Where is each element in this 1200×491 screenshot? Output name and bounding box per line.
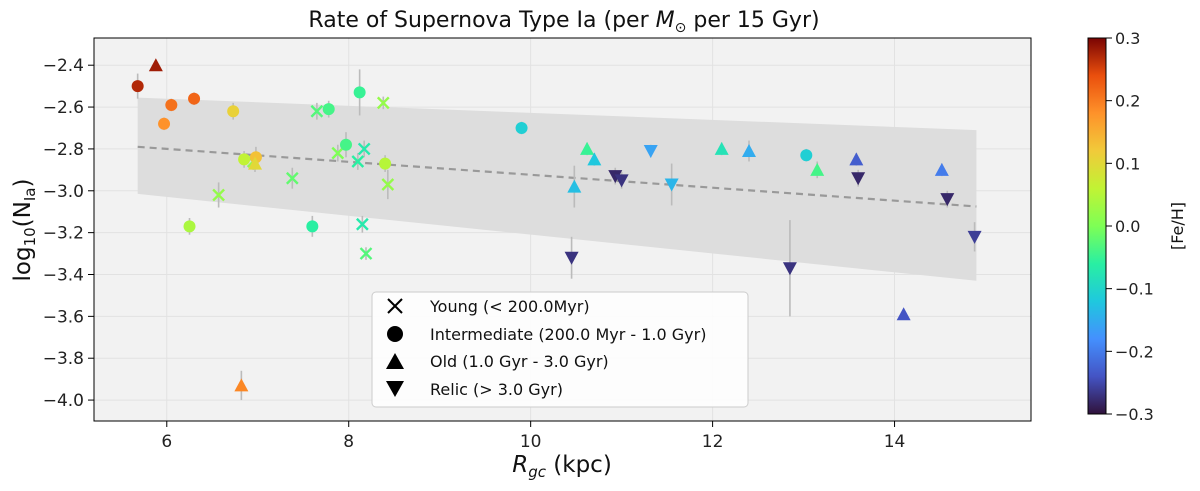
- point-old: [148, 58, 163, 72]
- point-old: [810, 162, 825, 176]
- point-old: [234, 378, 249, 392]
- legend: Young (< 200.0Myr) Intermediate (200.0 M…: [371, 291, 749, 408]
- y-tick-label: −3.8: [43, 349, 84, 369]
- point-relic: [940, 193, 955, 207]
- y-tick-label: −2.4: [43, 56, 84, 76]
- point-young: [357, 142, 371, 156]
- y-axis-label: log10(NIa): [10, 179, 39, 282]
- point-intermediate: [238, 153, 251, 166]
- point-intermediate: [306, 220, 319, 233]
- legend-marker-young: [387, 298, 403, 314]
- y-tick-label: −3.4: [43, 265, 84, 285]
- point-relic: [608, 170, 623, 184]
- point-young: [351, 155, 365, 168]
- point-old: [587, 152, 602, 166]
- point-young: [359, 247, 373, 260]
- point-young: [381, 178, 395, 191]
- point-relic: [564, 251, 579, 265]
- point-intermediate: [227, 105, 240, 118]
- fit-line-layer: [137, 145, 977, 208]
- y-tick-label: −2.8: [43, 140, 84, 160]
- point-young: [331, 146, 345, 160]
- point-old: [849, 152, 864, 166]
- colorbar: 0.3 0.2 0.1 0.0 −0.1 −0.2 −0.3 [Fe/H]: [1087, 29, 1187, 424]
- colorbar-tick-label: 0.0: [1115, 217, 1140, 236]
- point-young: [310, 104, 324, 118]
- legend-marker-intermediate: [387, 326, 403, 342]
- point-relic: [851, 172, 866, 186]
- point-intermediate: [188, 92, 201, 105]
- colorbar-label: [Fe/H]: [1168, 202, 1187, 250]
- legend-label-young: Young (< 200.0Myr): [429, 297, 590, 316]
- data-point-layer: [131, 58, 982, 392]
- point-intermediate: [800, 149, 813, 162]
- y-tick-label: −3.0: [43, 182, 84, 202]
- legend-label-old: Old (1.0 Gyr - 3.0 Gyr): [430, 352, 609, 371]
- point-intermediate: [322, 103, 335, 116]
- point-intermediate: [131, 80, 144, 93]
- x-axis-label: Rgc (kpc): [512, 452, 612, 481]
- point-old: [741, 144, 756, 158]
- x-tick-label: 8: [343, 432, 354, 452]
- y-tick-label: −2.6: [43, 98, 84, 118]
- x-axis-ticks: 6 8 10 12 14: [161, 421, 905, 452]
- legend-marker-old: [386, 353, 404, 369]
- point-intermediate: [165, 98, 178, 111]
- colorbar-gradient: [1087, 37, 1107, 415]
- point-old: [248, 156, 263, 170]
- point-intermediate: [249, 151, 262, 164]
- colorbar-tick-label: 0.2: [1115, 92, 1140, 111]
- x-tick-label: 6: [161, 432, 172, 452]
- point-old: [896, 307, 911, 321]
- point-old: [934, 162, 949, 176]
- point-intermediate: [339, 138, 352, 151]
- point-young: [376, 96, 390, 110]
- legend-marker-relic: [386, 381, 404, 397]
- legend-label-relic: Relic (> 3.0 Gyr): [430, 380, 563, 399]
- point-old: [567, 179, 582, 193]
- y-tick-label: −4.0: [43, 391, 84, 411]
- point-young: [212, 188, 225, 202]
- point-intermediate: [183, 220, 196, 233]
- colorbar-tick-label: −0.1: [1115, 280, 1154, 299]
- point-relic: [614, 174, 629, 188]
- x-tick-label: 12: [702, 432, 724, 452]
- point-young: [285, 171, 299, 185]
- point-relic: [967, 230, 982, 244]
- point-intermediate: [353, 86, 366, 99]
- point-relic: [664, 178, 679, 192]
- fit-line: [137, 145, 977, 208]
- colorbar-tick-label: 0.1: [1115, 154, 1140, 173]
- point-old: [714, 141, 729, 155]
- point-intermediate: [515, 121, 528, 134]
- colorbar-tick-label: 0.3: [1115, 29, 1140, 48]
- y-tick-label: −3.2: [43, 224, 84, 244]
- point-relic: [782, 262, 797, 276]
- point-old: [580, 141, 595, 155]
- chart-title: Rate of Supernova Type Ia (per M⊙ per 15…: [308, 8, 819, 36]
- legend-label-intermediate: Intermediate (200.0 Myr - 1.0 Gyr): [430, 325, 706, 344]
- point-intermediate: [379, 157, 392, 170]
- colorbar-ticks: 0.3 0.2 0.1 0.0 −0.1 −0.2 −0.3: [1106, 29, 1154, 424]
- point-intermediate: [158, 117, 171, 130]
- x-tick-label: 10: [520, 432, 542, 452]
- x-tick-label: 14: [884, 432, 906, 452]
- colorbar-tick-label: −0.3: [1115, 405, 1154, 424]
- point-relic: [643, 145, 658, 159]
- y-axis-ticks: −4.0 −3.8 −3.6 −3.4 −3.2 −3.0 −2.8 −2.6 −2.4: [43, 56, 94, 411]
- axes-frame: [93, 37, 1032, 422]
- point-young: [356, 217, 369, 231]
- colorbar-tick-label: −0.2: [1115, 342, 1154, 361]
- y-tick-label: −3.6: [43, 307, 84, 327]
- legend-box: [371, 291, 749, 408]
